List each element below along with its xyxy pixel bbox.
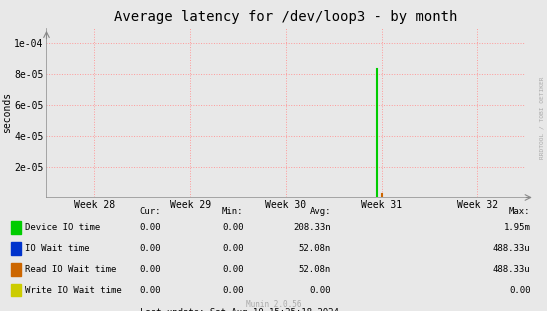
- Text: 0.00: 0.00: [509, 286, 531, 295]
- Text: 0.00: 0.00: [222, 286, 243, 295]
- Text: Munin 2.0.56: Munin 2.0.56: [246, 300, 301, 309]
- Text: 0.00: 0.00: [140, 244, 161, 253]
- Text: 0.00: 0.00: [140, 265, 161, 274]
- Text: 0.00: 0.00: [310, 286, 331, 295]
- Text: 0.00: 0.00: [222, 223, 243, 232]
- Text: IO Wait time: IO Wait time: [25, 244, 90, 253]
- Text: Device IO time: Device IO time: [25, 223, 101, 232]
- Text: Read IO Wait time: Read IO Wait time: [25, 265, 117, 274]
- Y-axis label: seconds: seconds: [2, 92, 11, 133]
- Text: Max:: Max:: [509, 207, 531, 216]
- Text: 0.00: 0.00: [140, 223, 161, 232]
- Text: Last update: Sat Aug 10 15:25:18 2024: Last update: Sat Aug 10 15:25:18 2024: [140, 308, 339, 311]
- Text: 52.08n: 52.08n: [299, 265, 331, 274]
- Text: 0.00: 0.00: [140, 286, 161, 295]
- Text: 1.95m: 1.95m: [504, 223, 531, 232]
- Text: 488.33u: 488.33u: [493, 265, 531, 274]
- Text: Min:: Min:: [222, 207, 243, 216]
- Text: 52.08n: 52.08n: [299, 244, 331, 253]
- Text: RRDTOOL / TOBI OETIKER: RRDTOOL / TOBI OETIKER: [539, 77, 544, 160]
- Title: Average latency for /dev/loop3 - by month: Average latency for /dev/loop3 - by mont…: [114, 10, 457, 24]
- Text: 0.00: 0.00: [222, 265, 243, 274]
- Text: Write IO Wait time: Write IO Wait time: [25, 286, 122, 295]
- Text: 208.33n: 208.33n: [293, 223, 331, 232]
- Text: 488.33u: 488.33u: [493, 244, 531, 253]
- Text: 0.00: 0.00: [222, 244, 243, 253]
- Text: Cur:: Cur:: [140, 207, 161, 216]
- Text: Avg:: Avg:: [310, 207, 331, 216]
